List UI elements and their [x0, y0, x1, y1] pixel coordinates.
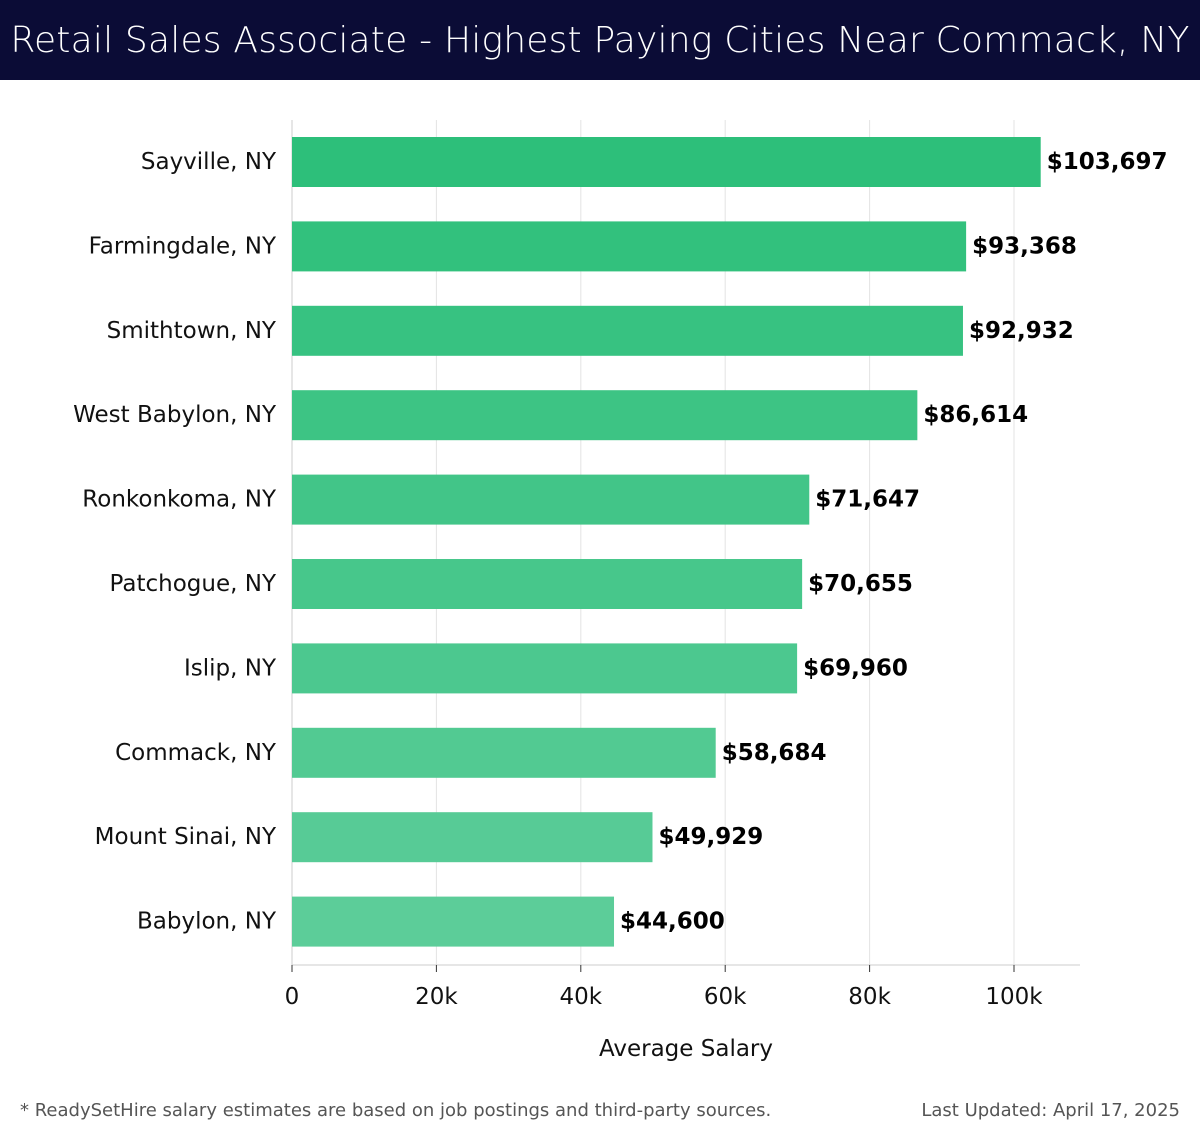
bar [292, 559, 803, 609]
x-tick-label: 0 [285, 984, 300, 1010]
value-label: $103,697 [1047, 149, 1168, 175]
bar [292, 221, 967, 272]
category-label: Mount Sinai, NY [95, 824, 277, 850]
bar [292, 896, 615, 947]
bar [292, 137, 1041, 187]
x-tick-label: 80k [848, 984, 891, 1010]
category-label: Islip, NY [184, 655, 277, 681]
category-label: Smithtown, NY [107, 318, 277, 344]
bar [292, 474, 810, 525]
bar [292, 643, 798, 694]
bar-chart: Sayville, NY $103,697 Farmingdale, NY $93,3… [73, 120, 1168, 1062]
value-label: $71,647 [815, 487, 920, 513]
x-tick-label: 20k [415, 984, 458, 1010]
x-axis-title: Average Salary [599, 1036, 773, 1062]
chart-title: Retail Sales Associate - Highest Paying … [10, 19, 1190, 61]
value-label: $93,368 [972, 233, 1077, 259]
category-label: Patchogue, NY [110, 571, 277, 597]
x-tick-label: 60k [704, 984, 747, 1010]
chart-header: Retail Sales Associate - Highest Paying … [0, 0, 1200, 80]
value-label: $49,929 [658, 824, 763, 850]
bar [292, 390, 918, 441]
value-label: $86,614 [923, 402, 1028, 428]
x-tick-label: 40k [560, 984, 603, 1010]
value-label: $70,655 [808, 571, 913, 597]
value-label: $44,600 [620, 909, 725, 935]
value-label: $58,684 [722, 740, 827, 766]
category-label: Commack, NY [115, 740, 277, 766]
category-label: Sayville, NY [141, 149, 277, 175]
category-label: West Babylon, NY [73, 402, 277, 428]
category-label: Farmingdale, NY [89, 233, 277, 259]
bar [292, 812, 653, 863]
x-tick-label: 100k [985, 984, 1043, 1010]
category-label: Babylon, NY [137, 909, 277, 935]
bar [292, 727, 716, 778]
value-label: $69,960 [803, 655, 908, 681]
category-label: Ronkonkoma, NY [82, 487, 277, 513]
value-label: $92,932 [969, 318, 1074, 344]
bar [292, 305, 963, 356]
footer-last-updated: Last Updated: April 17, 2025 [921, 1100, 1180, 1121]
footer-disclaimer: * ReadySetHire salary estimates are base… [20, 1100, 772, 1121]
